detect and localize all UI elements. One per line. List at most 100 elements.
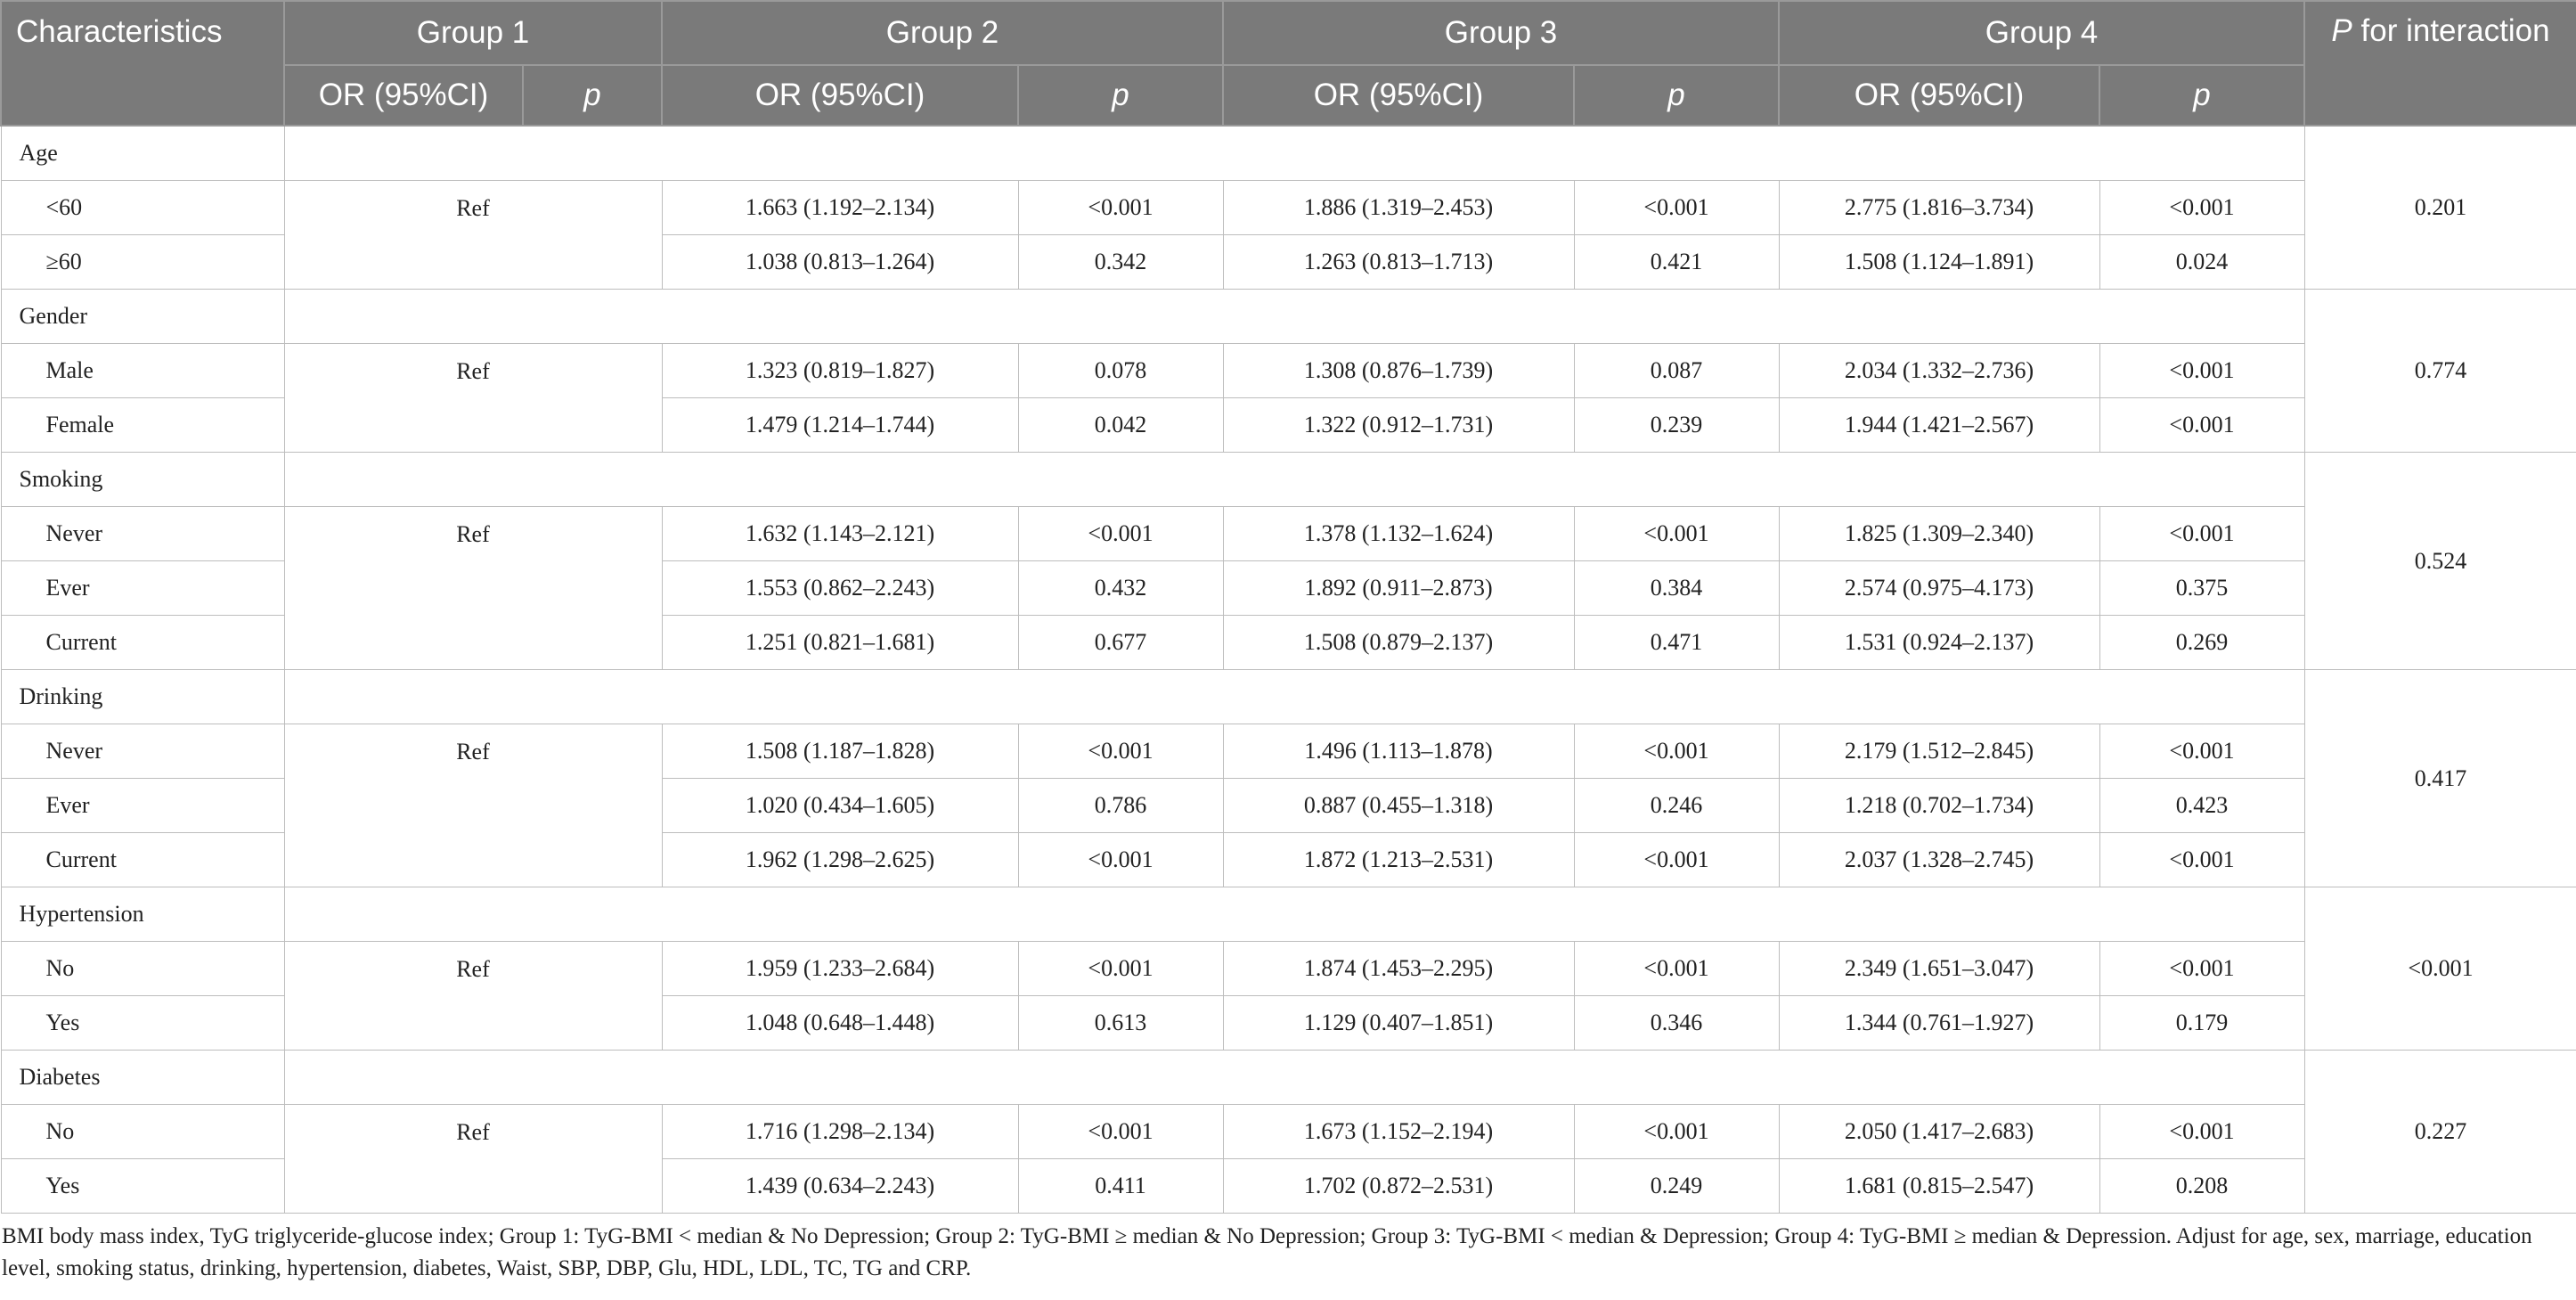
category-spacer [283,669,2305,724]
group-1-header: Group 1 [283,0,663,66]
group-3-p-cell: <0.001 [1573,941,1780,996]
p-for-interaction-value: 0.227 [2303,1050,2576,1214]
group-2-or-cell: 1.553 (0.862–2.243) [661,560,1019,616]
group-4-or-cell: 1.344 (0.761–1.927) [1778,995,2100,1051]
group-4-p-header: p [2099,64,2305,127]
subgroup-label: Yes [0,1158,285,1214]
for-interaction-label: for interaction [2352,13,2550,48]
subgroup-label: Current [0,832,285,887]
group-1-p-header: p [522,64,663,127]
category-spacer [283,1050,2305,1105]
group-1-reference: Ref [283,941,663,1051]
group-4-header: Group 4 [1778,0,2305,66]
group-3-p-cell: 0.471 [1573,615,1780,670]
group-3-or-cell: 1.874 (1.453–2.295) [1222,941,1575,996]
group-3-p-cell: <0.001 [1573,1104,1780,1159]
table-row: Current 1.962 (1.298–2.625) <0.001 1.872 (1… [0,832,2576,887]
group-3-or-cell: 1.308 (0.876–1.739) [1222,343,1575,398]
p-for-interaction-value: <0.001 [2303,887,2576,1051]
group-2-or-cell: 1.251 (0.821–1.681) [661,615,1019,670]
table-row: Current 1.251 (0.821–1.681) 0.677 1.508 (0.… [0,615,2576,670]
group-2-p-cell: 0.432 [1017,560,1224,616]
p-italic-label: P [2331,13,2352,48]
group-3-or-cell: 1.872 (1.213–2.531) [1222,832,1575,887]
group-2-p-cell: 0.786 [1017,778,1224,833]
table-row: Yes 1.048 (0.648–1.448) 0.613 1.129 (0.407–… [0,995,2576,1051]
group-4-p-cell: <0.001 [2099,724,2305,779]
group-1-reference: Ref [283,343,663,453]
group-4-p-cell: 0.269 [2099,615,2305,670]
table-row: Never Ref 1.632 (1.143–2.121) <0.001 1.378 (… [0,506,2576,670]
p-for-interaction-value: 0.524 [2303,452,2576,670]
subgroup-label: ≥60 [0,234,285,290]
group-3-p-cell: 0.087 [1573,343,1780,398]
group-1-reference: Ref [283,506,663,670]
group-2-or-cell: 1.048 (0.648–1.448) [661,995,1019,1051]
table-row: <60 Ref 1.663 (1.192–2.134) <0.001 1.886 (1.… [0,180,2576,290]
group-2-or-cell: 1.038 (0.813–1.264) [661,234,1019,290]
group-2-p-cell: 0.342 [1017,234,1224,290]
subgroup-label: Ever [0,778,285,833]
category-spacer [283,887,2305,942]
category-label: Drinking [0,669,285,724]
group-3-p-cell: 0.421 [1573,234,1780,290]
category-row: Drinking 0.417 [0,669,2576,887]
table-row: No Ref 1.716 (1.298–2.134) <0.001 1.673 (1.1… [0,1104,2576,1214]
category-row: Hypertension <0.001 [0,887,2576,1051]
group-2-or-cell: 1.508 (1.187–1.828) [661,724,1019,779]
subgroup-label: Never [0,506,285,561]
group-4-or-cell: 2.775 (1.816–3.734) [1778,180,2100,235]
category-label: Age [0,125,285,181]
category-spacer [283,289,2305,344]
subgroup-label: Female [0,397,285,453]
category-label: Hypertension [0,887,285,942]
group-4-p-cell: 0.208 [2099,1158,2305,1214]
group-4-or-cell: 2.179 (1.512–2.845) [1778,724,2100,779]
group-4-p-cell: <0.001 [2099,832,2305,887]
group-3-p-cell: <0.001 [1573,724,1780,779]
group-3-or-cell: 1.892 (0.911–2.873) [1222,560,1575,616]
p-for-interaction-header: P for interaction [2303,0,2576,127]
table-row: Yes 1.439 (0.634–2.243) 0.411 1.702 (0.872–… [0,1158,2576,1214]
group-3-or-cell: 1.378 (1.132–1.624) [1222,506,1575,561]
group-3-or-cell: 1.496 (1.113–1.878) [1222,724,1575,779]
group-2-or-cell: 1.020 (0.434–1.605) [661,778,1019,833]
group-4-p-cell: 0.024 [2099,234,2305,290]
category-spacer [283,125,2305,181]
group-2-p-cell: 0.411 [1017,1158,1224,1214]
group-4-p-cell: <0.001 [2099,397,2305,453]
category-row: Smoking 0.524 [0,452,2576,670]
group-3-p-cell: 0.239 [1573,397,1780,453]
category-row: Gender 0.774 [0,289,2576,453]
group-3-or-header: OR (95%CI) [1222,64,1575,127]
group-3-or-cell: 1.263 (0.813–1.713) [1222,234,1575,290]
group-3-or-cell: 1.129 (0.407–1.851) [1222,995,1575,1051]
group-3-or-cell: 1.322 (0.912–1.731) [1222,397,1575,453]
group-3-p-cell: <0.001 [1573,832,1780,887]
characteristics-header: Characteristics [0,0,285,127]
subgroup-label: No [0,941,285,996]
group-2-header: Group 2 [661,0,1224,66]
group-1-or-header: OR (95%CI) [283,64,524,127]
group-3-p-cell: <0.001 [1573,180,1780,235]
p-for-interaction-value: 0.201 [2303,125,2576,290]
group-4-p-cell: 0.375 [2099,560,2305,616]
p-for-interaction-value: 0.417 [2303,669,2576,887]
group-4-p-cell: <0.001 [2099,941,2305,996]
table-footnote: BMI body mass index, TyG triglyceride-gl… [2,1224,2532,1280]
group-4-or-cell: 2.037 (1.328–2.745) [1778,832,2100,887]
group-3-p-cell: 0.249 [1573,1158,1780,1214]
group-4-p-cell: <0.001 [2099,343,2305,398]
group-2-p-cell: <0.001 [1017,941,1224,996]
group-3-or-cell: 1.508 (0.879–2.137) [1222,615,1575,670]
table-row: Ever 1.553 (0.862–2.243) 0.432 1.892 (0.911… [0,560,2576,616]
group-4-or-cell: 1.218 (0.702–1.734) [1778,778,2100,833]
table-header: Characteristics Group 1 Group 2 Group 3 … [0,0,2576,127]
group-2-or-header: OR (95%CI) [661,64,1019,127]
subgroup-label: Yes [0,995,285,1051]
group-4-or-cell: 2.349 (1.651–3.047) [1778,941,2100,996]
group-2-p-cell: <0.001 [1017,180,1224,235]
group-1-reference: Ref [283,1104,663,1214]
p-for-interaction-value: 0.774 [2303,289,2576,453]
